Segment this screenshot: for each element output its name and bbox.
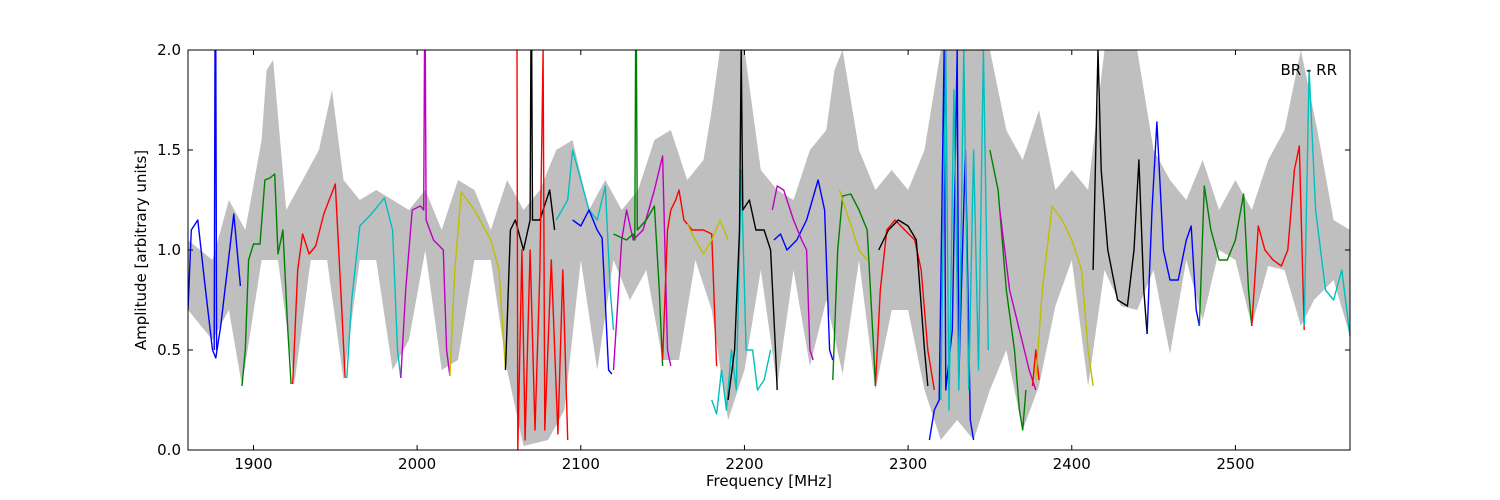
- x-tick-label: 2200: [725, 455, 763, 473]
- series-line-19: [771, 185, 814, 361]
- series-line-22: [874, 219, 935, 391]
- series-line-16: [711, 169, 772, 415]
- y-tick-label: 1.0: [157, 241, 181, 259]
- series-line-2: [213, 50, 218, 351]
- series-line-34: [1303, 69, 1350, 337]
- series-line-5: [346, 197, 402, 379]
- series-line-29: [1035, 205, 1094, 387]
- y-tick-label: 1.5: [157, 141, 181, 159]
- x-tick-label: 2300: [889, 455, 927, 473]
- series-line-7: [449, 191, 507, 377]
- chart-annotation: BR - RR: [1280, 61, 1337, 79]
- series-line-32: [1198, 185, 1253, 327]
- series-line-31: [1146, 121, 1201, 335]
- y-tick-label: 2.0: [157, 41, 181, 59]
- y-tick-label: 0.0: [157, 441, 181, 459]
- series-line-1: [188, 213, 242, 359]
- series-line-26: [989, 149, 1027, 431]
- series-line-23: [878, 219, 929, 387]
- series-line-6: [400, 50, 451, 379]
- series-line-28: [1031, 349, 1040, 387]
- series-line-33: [1251, 145, 1305, 331]
- series-line-13: [613, 50, 664, 367]
- series-line-3: [241, 173, 292, 387]
- plot-area: [188, 50, 1350, 450]
- y-axis-title: Amplitude [arbitrary units]: [132, 150, 150, 350]
- y-tick-label: 0.5: [157, 341, 181, 359]
- series-line-11: [572, 209, 613, 375]
- envelope-band: [188, 50, 1350, 446]
- x-tick-label: 2500: [1216, 455, 1254, 473]
- x-axis-title: Frequency [MHz]: [706, 472, 832, 490]
- x-tick-label: 2100: [562, 455, 600, 473]
- axis-ticks: 1900 2000 2100 2200 2300 2400 2500 0.0 0.5 1.0 1.5…: [157, 41, 1350, 473]
- series-line-20: [832, 193, 877, 387]
- series-line-30: [1092, 50, 1148, 335]
- series-line-18: [773, 179, 834, 361]
- x-tick-label: 2000: [398, 455, 436, 473]
- series-line-27: [999, 209, 1037, 391]
- series-line-15: [686, 219, 729, 255]
- x-tick-label: 2400: [1053, 455, 1091, 473]
- series-line-9: [516, 50, 569, 450]
- series-line-17: [727, 50, 778, 401]
- series-line-21: [838, 189, 868, 261]
- series-line-14: [661, 189, 718, 367]
- x-tick-label: 1900: [234, 455, 272, 473]
- series-line-4: [292, 183, 346, 385]
- series-line-25: [940, 50, 989, 411]
